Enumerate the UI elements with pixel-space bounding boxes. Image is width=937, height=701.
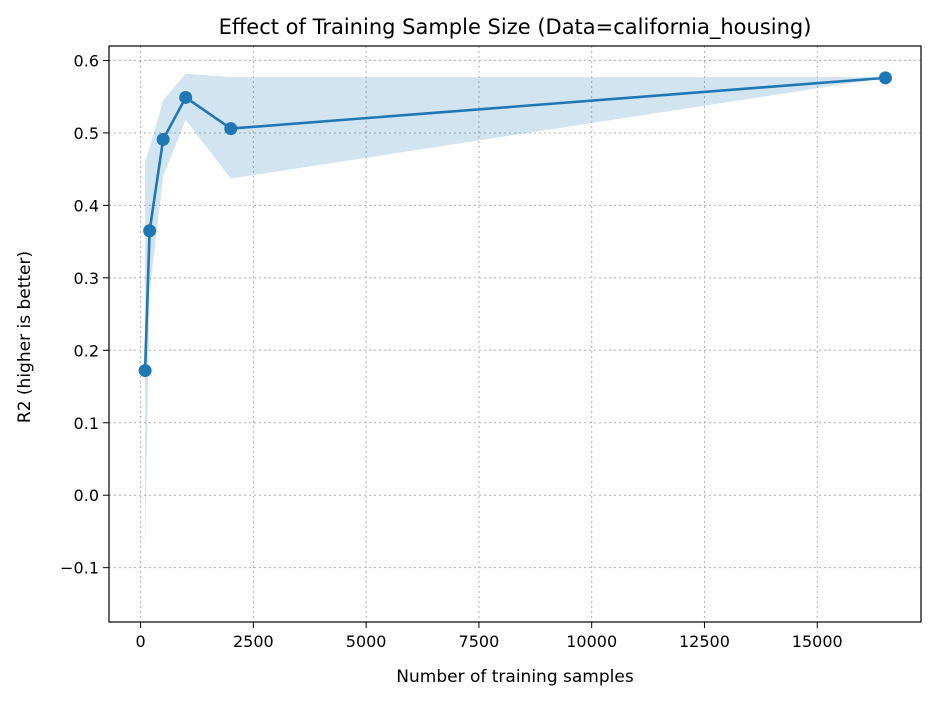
y-tick-label: 0.3 bbox=[74, 269, 99, 288]
data-point bbox=[224, 122, 238, 136]
x-tick-label: 0 bbox=[135, 632, 145, 651]
x-tick-label: 12500 bbox=[679, 632, 730, 651]
x-tick-label: 5000 bbox=[346, 632, 387, 651]
y-tick-label: 0.6 bbox=[74, 51, 99, 70]
grid bbox=[109, 46, 921, 622]
x-tick-label: 7500 bbox=[459, 632, 500, 651]
y-tick-label: 0.2 bbox=[74, 341, 99, 360]
x-tick-label: 2500 bbox=[233, 632, 274, 651]
y-tick-label: 0.0 bbox=[74, 486, 99, 505]
data-point bbox=[138, 364, 152, 378]
x-axis-ticks: 0 2500 5000 7500 10000 12500 15000 bbox=[135, 622, 843, 651]
data-point bbox=[156, 132, 170, 146]
data-point bbox=[179, 90, 193, 104]
y-axis-label: R2 (higher is better) bbox=[15, 251, 35, 423]
y-tick-label: −0.1 bbox=[60, 559, 99, 578]
y-tick-label: 0.1 bbox=[74, 414, 99, 433]
y-tick-label: 0.4 bbox=[74, 196, 99, 215]
x-tick-label: 10000 bbox=[566, 632, 617, 651]
data-point bbox=[878, 71, 892, 85]
plot-area-frame bbox=[108, 45, 922, 623]
confidence-band bbox=[145, 73, 886, 550]
series-line-layer bbox=[143, 76, 886, 371]
series-line bbox=[143, 76, 886, 371]
chart-title: Effect of Training Sample Size (Data=cal… bbox=[219, 15, 812, 40]
data-points-layer bbox=[138, 71, 892, 378]
data-point bbox=[143, 224, 157, 238]
y-axis-ticks: −0.1 0.0 0.1 0.2 0.3 0.4 0.5 0.6 bbox=[60, 51, 109, 578]
x-tick-label: 15000 bbox=[792, 632, 843, 651]
y-tick-label: 0.5 bbox=[74, 124, 99, 143]
x-axis-label: Number of training samples bbox=[396, 667, 634, 687]
confidence-band-layer bbox=[145, 73, 886, 550]
